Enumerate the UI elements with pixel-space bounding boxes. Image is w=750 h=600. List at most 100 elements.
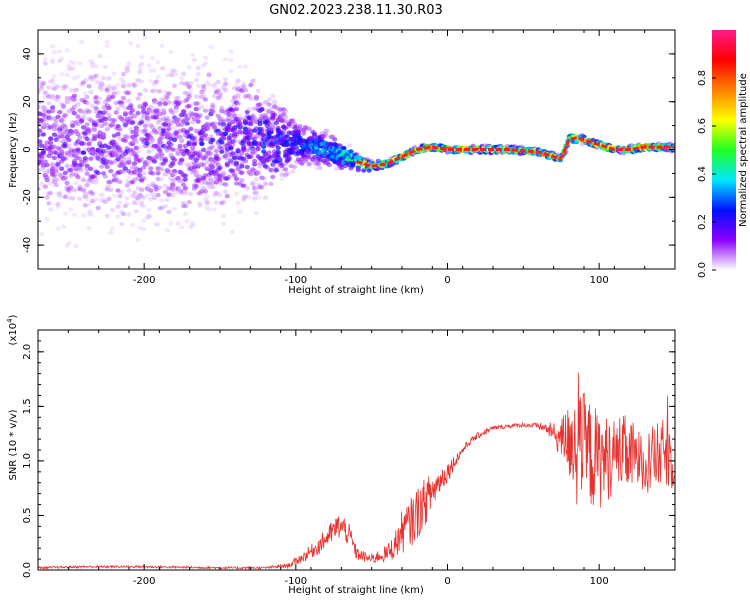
heatmap-cell bbox=[102, 149, 108, 154]
heatmap-cell bbox=[51, 179, 58, 184]
heatmap-cell bbox=[166, 126, 172, 131]
heatmap-cell bbox=[73, 180, 79, 186]
spectrogram-ylabel: Frequency (Hz) bbox=[8, 112, 19, 188]
heatmap-cell bbox=[248, 82, 254, 88]
heatmap-cell bbox=[204, 115, 210, 120]
heatmap-cell bbox=[153, 184, 159, 190]
heatmap-cell bbox=[62, 194, 68, 199]
heatmap-cell bbox=[82, 194, 88, 199]
x-tick-label: 100 bbox=[590, 576, 609, 587]
heatmap-cell bbox=[64, 163, 70, 169]
heatmap-cell bbox=[201, 129, 207, 134]
heatmap-cell bbox=[350, 163, 356, 168]
heatmap-cell bbox=[57, 48, 63, 54]
colorbar-tick-label: 0.0 bbox=[697, 262, 708, 278]
heatmap-cell bbox=[84, 197, 90, 202]
heatmap-cell bbox=[239, 178, 245, 183]
heatmap-cell bbox=[166, 209, 172, 215]
heatmap-cell bbox=[70, 196, 76, 201]
heatmap-cell bbox=[117, 127, 123, 132]
heatmap-cell bbox=[146, 149, 152, 154]
heatmap-cell bbox=[122, 166, 128, 171]
heatmap-cell bbox=[93, 176, 99, 182]
heatmap-cell bbox=[40, 125, 47, 130]
heatmap-cell bbox=[144, 193, 150, 198]
heatmap-cell bbox=[120, 79, 127, 85]
heatmap-cell bbox=[173, 134, 179, 140]
heatmap-cell bbox=[159, 177, 165, 182]
heatmap-cell bbox=[124, 98, 130, 104]
heatmap-cell bbox=[170, 68, 176, 74]
heatmap-cell bbox=[221, 135, 227, 140]
heatmap-cell bbox=[141, 171, 147, 176]
heatmap-cell bbox=[177, 187, 183, 192]
heatmap-cell bbox=[117, 200, 123, 205]
heatmap-cell bbox=[55, 161, 61, 167]
heatmap-cell bbox=[111, 118, 117, 123]
heatmap-cell bbox=[79, 162, 85, 167]
heatmap-cell bbox=[146, 183, 152, 188]
heatmap-cell bbox=[79, 119, 85, 124]
heatmap-cell bbox=[226, 113, 232, 118]
heatmap-cell bbox=[179, 189, 185, 194]
heatmap-cell bbox=[173, 131, 179, 136]
heatmap-cell bbox=[59, 72, 65, 77]
heatmap-cell bbox=[106, 84, 112, 89]
heatmap-cell bbox=[111, 173, 117, 178]
heatmap-cell bbox=[120, 156, 127, 161]
heatmap-cell bbox=[68, 185, 74, 190]
heatmap-cell bbox=[191, 168, 198, 173]
heatmap-cell bbox=[120, 83, 127, 89]
heatmap-cell bbox=[184, 81, 190, 86]
heatmap-cell bbox=[51, 73, 58, 79]
heatmap-cell bbox=[126, 159, 132, 165]
heatmap-cell bbox=[317, 165, 323, 171]
heatmap-cell bbox=[206, 151, 212, 156]
heatmap-cell bbox=[146, 213, 152, 218]
heatmap-cell bbox=[48, 181, 54, 186]
heatmap-cell bbox=[253, 210, 259, 216]
heatmap-cell bbox=[111, 91, 117, 96]
heatmap-cell bbox=[306, 126, 312, 131]
heatmap-cell bbox=[159, 43, 165, 49]
heatmap-cell bbox=[70, 66, 76, 71]
heatmap-cell bbox=[137, 193, 143, 198]
heatmap-cell bbox=[59, 149, 65, 154]
heatmap-cell bbox=[226, 112, 232, 117]
heatmap-cell bbox=[110, 121, 116, 127]
heatmap-cell bbox=[279, 176, 285, 181]
heatmap-cell bbox=[184, 219, 190, 224]
heatmap-cell bbox=[142, 160, 148, 165]
heatmap-cell bbox=[137, 67, 143, 72]
heatmap-cell bbox=[62, 211, 68, 216]
heatmap-cell bbox=[188, 126, 194, 132]
heatmap-cell bbox=[221, 213, 227, 219]
heatmap-cell bbox=[139, 202, 145, 208]
heatmap-cell bbox=[70, 88, 76, 94]
heatmap-cell bbox=[86, 130, 92, 135]
heatmap-cell bbox=[228, 58, 234, 63]
heatmap-cell bbox=[244, 164, 250, 170]
heatmap-cell bbox=[182, 186, 188, 191]
heatmap-cell bbox=[177, 100, 183, 105]
heatmap-cell bbox=[253, 96, 259, 101]
heatmap-cell bbox=[179, 75, 185, 81]
heatmap-cell bbox=[144, 115, 150, 121]
heatmap-cell bbox=[108, 187, 114, 193]
heatmap-cell bbox=[119, 77, 125, 82]
heatmap-cell bbox=[148, 123, 154, 128]
heatmap-cell bbox=[55, 202, 61, 207]
heatmap-cell bbox=[206, 207, 212, 212]
heatmap-cell bbox=[237, 209, 243, 214]
heatmap-cell bbox=[210, 144, 216, 149]
heatmap-cell bbox=[135, 78, 141, 83]
heatmap-cell bbox=[248, 96, 254, 101]
heatmap-cell bbox=[141, 226, 147, 232]
heatmap-cell bbox=[339, 165, 345, 170]
heatmap-cell bbox=[155, 222, 161, 227]
heatmap-cell bbox=[281, 112, 287, 117]
heatmap-cell bbox=[184, 117, 190, 122]
heatmap-cell bbox=[252, 196, 258, 201]
heatmap-cell bbox=[166, 192, 172, 197]
heatmap-cell bbox=[141, 195, 147, 200]
